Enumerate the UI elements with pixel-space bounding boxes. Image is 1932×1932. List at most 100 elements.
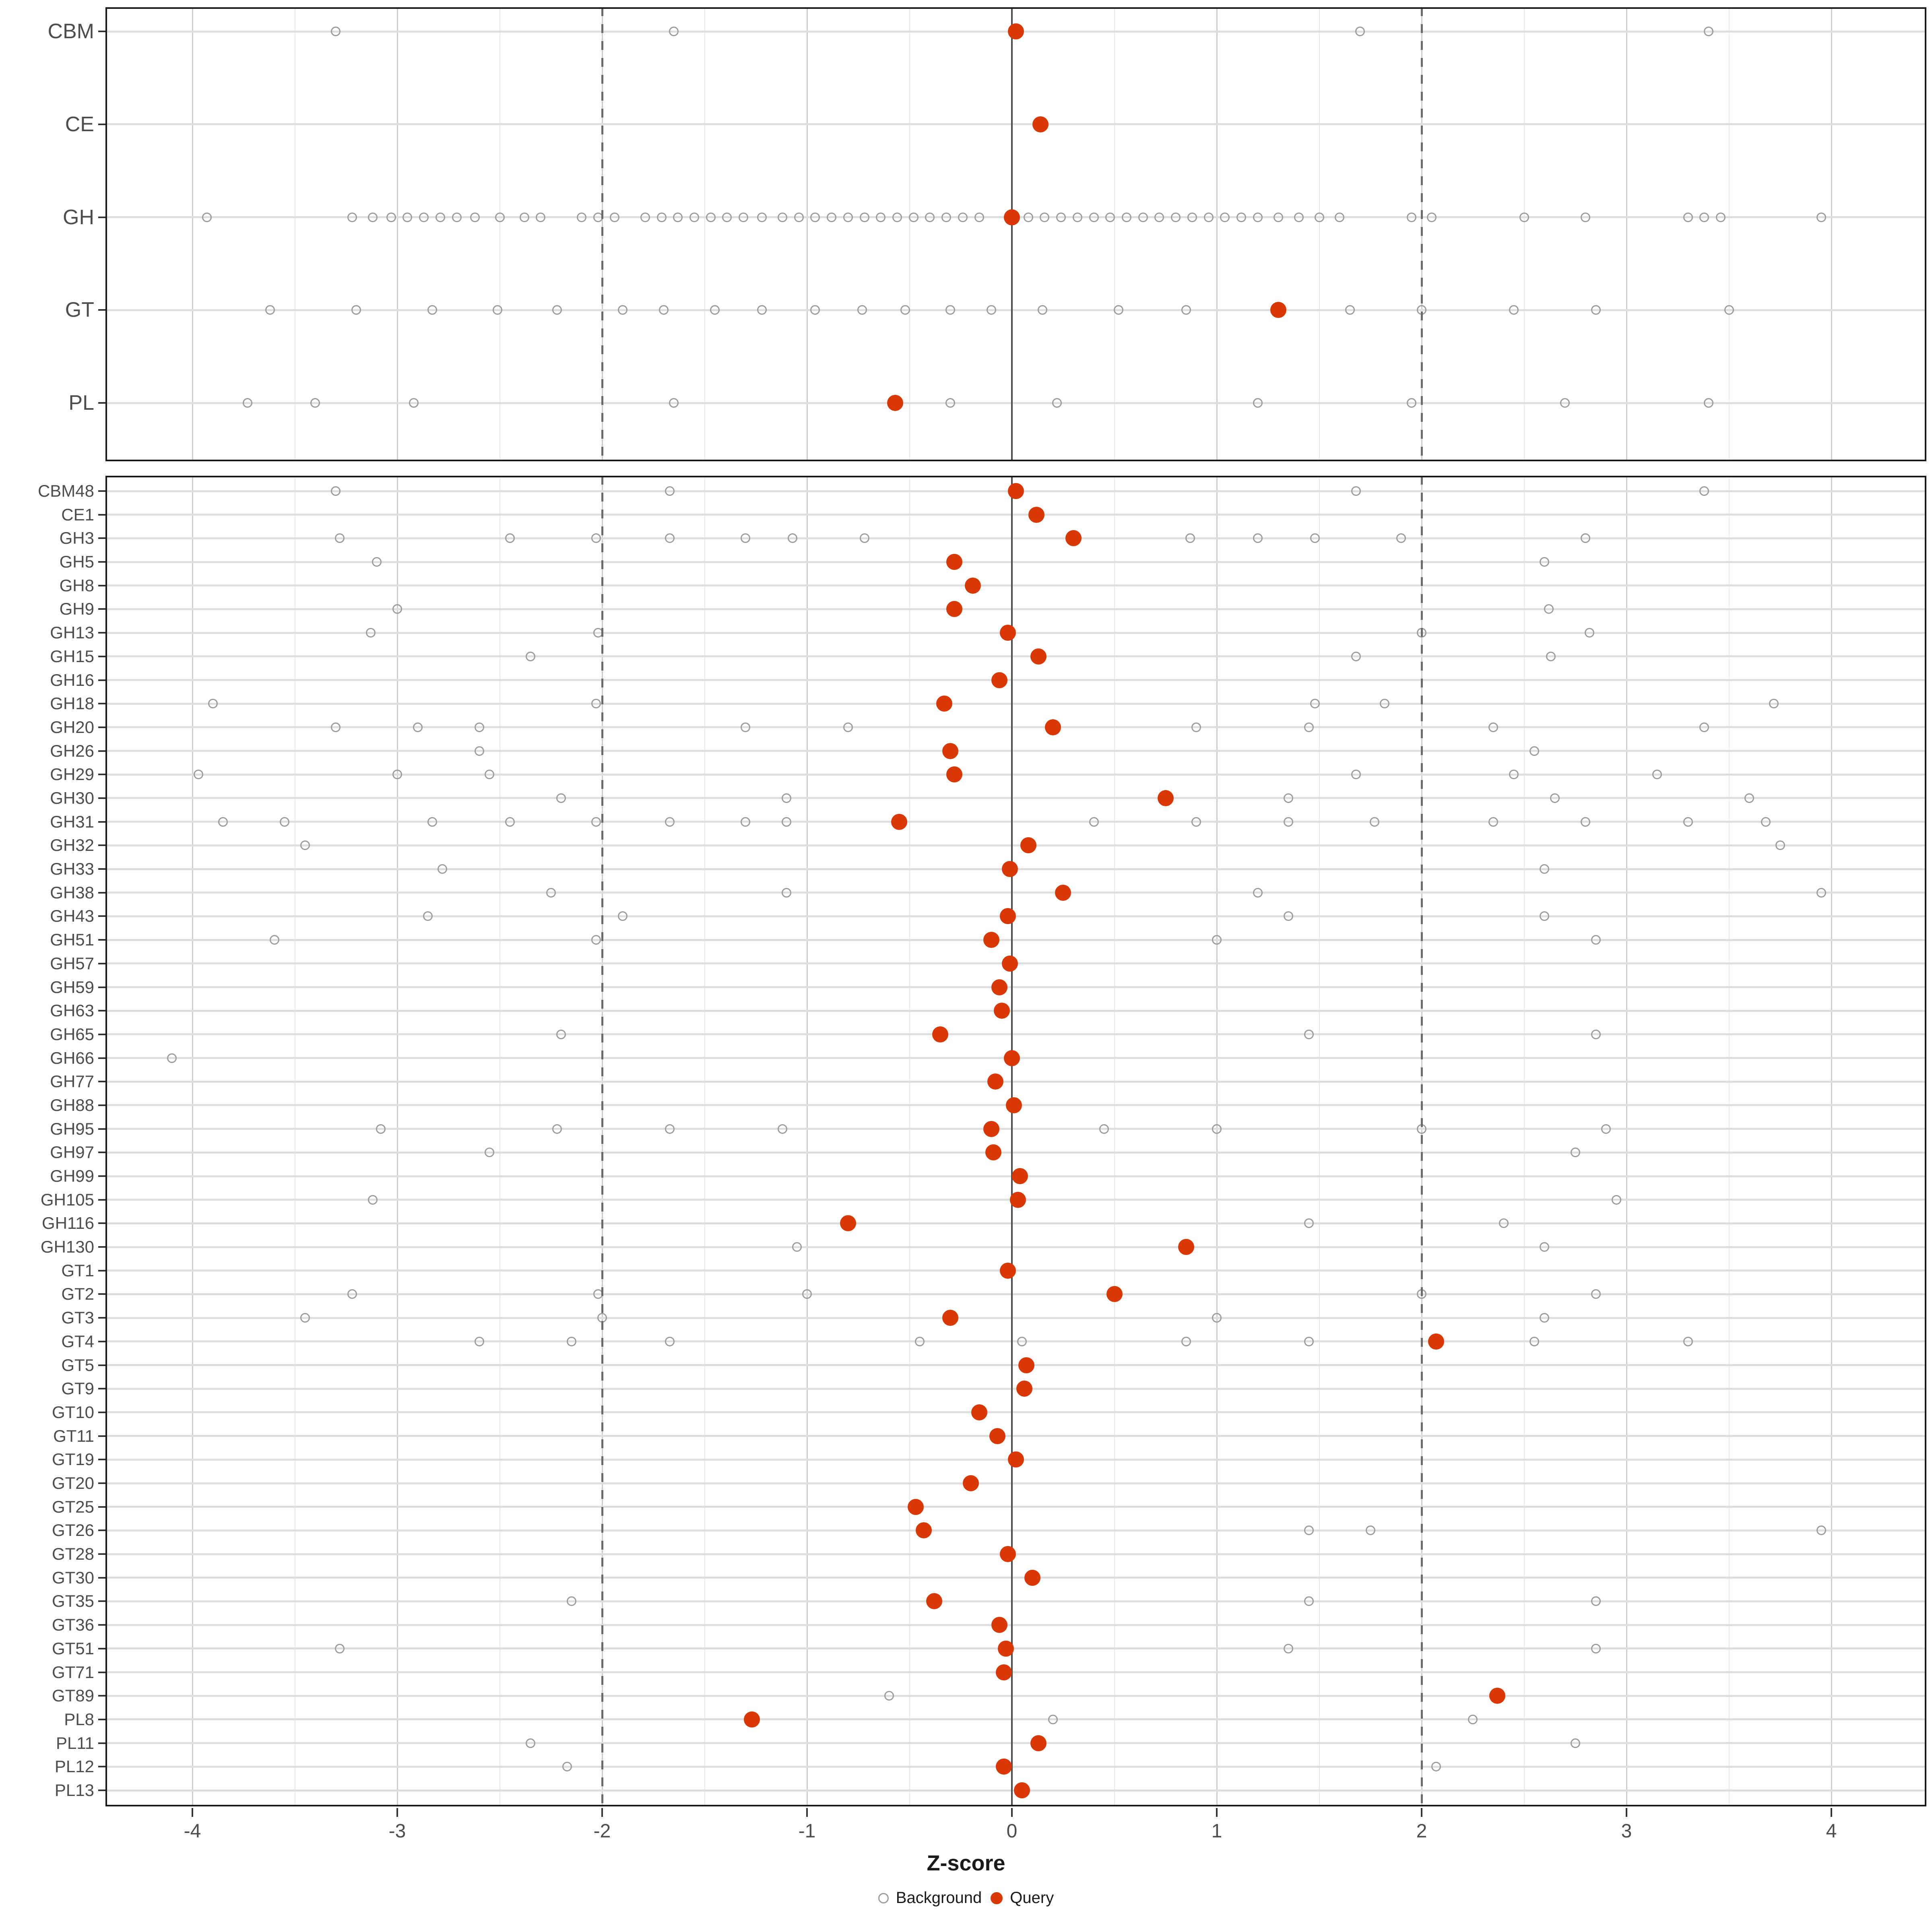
background-point bbox=[1304, 1218, 1314, 1228]
gridline-row-GT3 bbox=[105, 1317, 1926, 1319]
background-point bbox=[1585, 628, 1595, 638]
background-point bbox=[658, 305, 669, 315]
y-tick-GH65 bbox=[98, 1033, 105, 1035]
background-point bbox=[269, 935, 279, 945]
background-point bbox=[794, 212, 804, 222]
gridline-row-GT5 bbox=[105, 1364, 1926, 1366]
gridline-x--3 bbox=[396, 476, 398, 1806]
background-point bbox=[310, 398, 320, 408]
background-point bbox=[1468, 1714, 1478, 1724]
background-point bbox=[945, 305, 956, 315]
query-point-GH88 bbox=[1006, 1097, 1022, 1113]
background-point bbox=[1699, 212, 1709, 222]
background-point bbox=[1253, 888, 1263, 898]
background-point bbox=[562, 1762, 572, 1772]
query-point-PL8 bbox=[743, 1711, 760, 1728]
background-point bbox=[857, 305, 867, 315]
background-point bbox=[1017, 1336, 1027, 1346]
y-tick-GH33 bbox=[98, 868, 105, 870]
y-tick-GH18 bbox=[98, 703, 105, 705]
y-axis-label-GT20: GT20 bbox=[52, 1474, 94, 1493]
x-axis-tick-label: 0 bbox=[1006, 1821, 1018, 1842]
query-point-GH130 bbox=[1178, 1239, 1194, 1255]
background-point bbox=[1355, 27, 1365, 36]
background-point bbox=[577, 212, 587, 222]
query-point-GH30 bbox=[1157, 790, 1174, 806]
query-point-GT26 bbox=[916, 1522, 932, 1539]
query-point-GH15 bbox=[1030, 648, 1047, 665]
query-point-GT1 bbox=[999, 1262, 1016, 1279]
background-point bbox=[519, 212, 529, 222]
background-point bbox=[1509, 305, 1519, 315]
x-axis-tick-label: -1 bbox=[798, 1821, 816, 1842]
gridline-row-PL bbox=[105, 402, 1926, 404]
background-point bbox=[617, 911, 627, 921]
background-point bbox=[1406, 212, 1416, 222]
gridline-x--1 bbox=[806, 7, 808, 461]
background-point bbox=[1488, 817, 1499, 827]
y-tick-GH20 bbox=[98, 726, 105, 728]
background-point bbox=[1236, 212, 1247, 222]
y-tick-GT4 bbox=[98, 1340, 105, 1342]
background-point bbox=[689, 212, 700, 222]
background-point bbox=[1683, 212, 1693, 222]
query-point-GT36 bbox=[991, 1617, 1008, 1633]
query-point-GT28 bbox=[999, 1546, 1016, 1563]
zero-reference-line bbox=[1011, 476, 1013, 1806]
background-point bbox=[300, 1313, 310, 1323]
gridline-x-minor bbox=[1523, 476, 1525, 1806]
y-axis-label-GH8: GH8 bbox=[59, 576, 94, 595]
gridline-row-GH3 bbox=[105, 537, 1926, 539]
background-point bbox=[1284, 793, 1294, 803]
query-point-GT89 bbox=[1489, 1688, 1506, 1704]
background-point bbox=[777, 1124, 787, 1134]
background-point bbox=[347, 1289, 357, 1299]
query-point-CE bbox=[1032, 116, 1049, 132]
y-tick-GH31 bbox=[98, 821, 105, 823]
background-point bbox=[1284, 911, 1294, 921]
background-point bbox=[437, 864, 447, 874]
background-point bbox=[1304, 1336, 1314, 1346]
query-point-GH99 bbox=[1012, 1168, 1028, 1185]
gridline-row-GT4 bbox=[105, 1340, 1926, 1343]
y-axis-label-GH105: GH105 bbox=[40, 1190, 94, 1209]
background-point bbox=[1181, 305, 1191, 315]
background-point bbox=[1113, 305, 1123, 315]
background-point bbox=[1304, 1525, 1314, 1536]
y-tick-GH26 bbox=[98, 750, 105, 752]
background-point bbox=[1529, 1336, 1539, 1346]
gridline-row-GT30 bbox=[105, 1577, 1926, 1579]
background-point bbox=[1365, 1525, 1375, 1536]
background-point bbox=[1171, 212, 1181, 222]
background-point bbox=[1550, 793, 1560, 803]
gridline-x-1 bbox=[1216, 476, 1218, 1806]
background-point bbox=[1591, 1029, 1601, 1039]
family-panel bbox=[105, 476, 1926, 1806]
y-axis-label-GT26: GT26 bbox=[52, 1521, 94, 1540]
background-point bbox=[1038, 305, 1048, 315]
background-point bbox=[925, 212, 935, 222]
gridline-x-minor bbox=[1728, 476, 1730, 1806]
query-point-GH26 bbox=[942, 743, 959, 759]
gridline-x-4 bbox=[1831, 476, 1832, 1806]
query-point-GH51 bbox=[983, 932, 1000, 948]
y-tick-GT5 bbox=[98, 1364, 105, 1366]
background-point bbox=[536, 212, 546, 222]
gridline-x-minor bbox=[1728, 7, 1730, 461]
y-tick-CE1 bbox=[98, 514, 105, 516]
gridline-x-1 bbox=[1216, 7, 1218, 461]
y-axis-label-GT28: GT28 bbox=[52, 1544, 94, 1564]
y-tick-GH105 bbox=[98, 1199, 105, 1201]
y-tick-GT bbox=[98, 309, 105, 311]
query-point-GH31 bbox=[891, 813, 908, 830]
background-point bbox=[1294, 212, 1304, 222]
gridline-x-minor bbox=[704, 7, 705, 461]
y-tick-GH99 bbox=[98, 1175, 105, 1177]
gridline-row-GH130 bbox=[105, 1246, 1926, 1248]
background-point bbox=[556, 793, 566, 803]
background-point bbox=[474, 746, 484, 756]
y-axis-label-GH51: GH51 bbox=[50, 930, 94, 949]
gridline-x-minor bbox=[1114, 7, 1115, 461]
background-point bbox=[843, 212, 853, 222]
zero-reference-line bbox=[1011, 7, 1013, 461]
